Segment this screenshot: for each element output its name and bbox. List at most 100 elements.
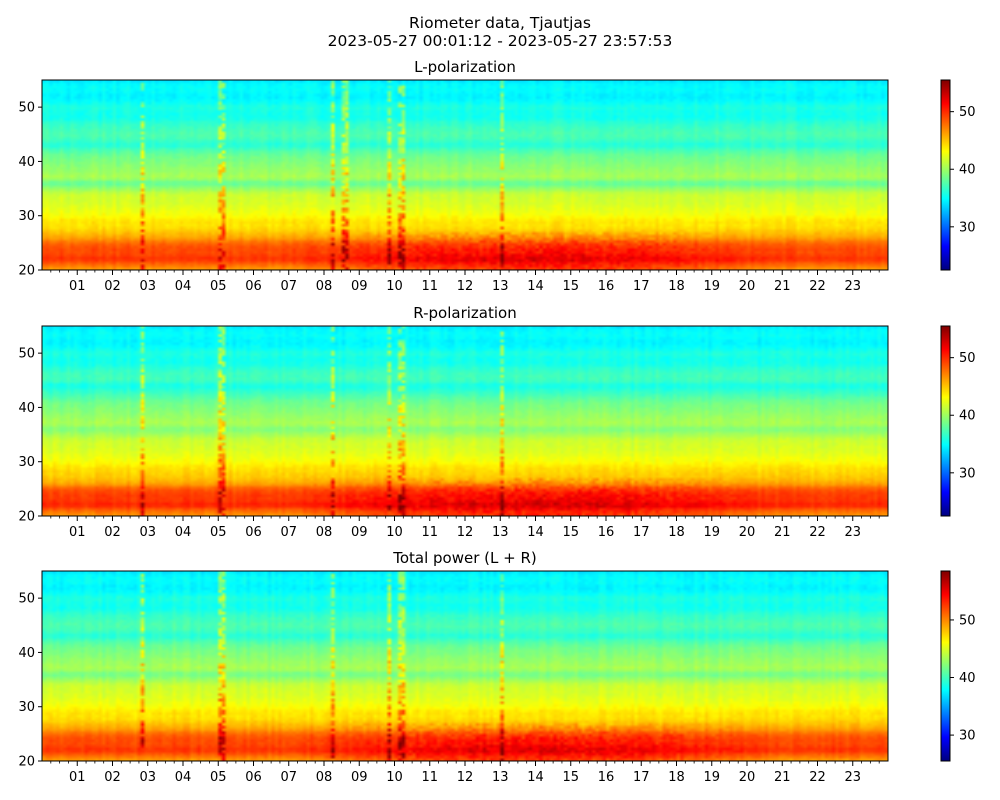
y-tick-label: 50	[18, 592, 35, 607]
colorbar	[940, 79, 951, 271]
heatmap-image	[42, 80, 888, 270]
x-tick-label: 14	[527, 279, 544, 294]
x-tick-label: 15	[562, 525, 579, 540]
y-tick-label: 20	[18, 510, 35, 525]
y-tick-label: 50	[18, 101, 35, 116]
x-tick-label: 01	[69, 279, 86, 294]
x-tick-label: 21	[774, 279, 791, 294]
x-tick-label: 20	[739, 279, 756, 294]
heatmap-image	[42, 326, 888, 516]
x-tick-label: 02	[104, 279, 121, 294]
x-tick-label: 12	[457, 770, 474, 785]
x-tick-label: 08	[316, 770, 333, 785]
x-tick-label: 21	[774, 525, 791, 540]
x-tick-label: 13	[492, 770, 509, 785]
colorbar-tick-label: 30	[959, 220, 976, 235]
colorbar-tick-label: 40	[959, 409, 976, 424]
y-tick-label: 40	[18, 401, 35, 416]
x-tick-label: 22	[809, 279, 826, 294]
x-tick-label: 19	[703, 770, 720, 785]
x-tick-label: 18	[668, 525, 685, 540]
y-tick-label: 30	[18, 455, 35, 470]
x-tick-label: 13	[492, 279, 509, 294]
x-tick-label: 16	[598, 525, 615, 540]
x-tick-label: 09	[351, 279, 368, 294]
x-tick-label: 02	[104, 525, 121, 540]
x-tick-label: 10	[386, 770, 403, 785]
y-tick-label: 30	[18, 700, 35, 715]
colorbar-tick-label: 50	[959, 351, 976, 366]
colorbar-tick-label: 30	[959, 729, 976, 744]
x-tick-label: 09	[351, 525, 368, 540]
colorbar-tick-label: 30	[959, 466, 976, 481]
y-tick-label: 20	[18, 755, 35, 770]
panel-2: R-polarization 01 02 03 04 05 06 07 08 09 10 11 12 13…	[18, 304, 975, 540]
x-tick-label: 01	[69, 525, 86, 540]
colorbar-tick-label: 50	[959, 105, 976, 120]
y-tick-label: 40	[18, 155, 35, 170]
x-tick-label: 06	[245, 525, 262, 540]
x-tick-label: 20	[739, 770, 756, 785]
x-tick-label: 06	[245, 279, 262, 294]
y-tick-label: 50	[18, 347, 35, 362]
x-tick-label: 16	[598, 770, 615, 785]
x-tick-label: 14	[527, 770, 544, 785]
x-tick-label: 04	[175, 279, 192, 294]
x-tick-label: 17	[633, 770, 650, 785]
panel-1: L-polarization 01 02 03 04 05 06 07 08 09 10 11 12 13…	[18, 58, 975, 294]
x-tick-label: 05	[210, 770, 227, 785]
x-tick-label: 11	[421, 770, 438, 785]
x-tick-label: 02	[104, 770, 121, 785]
x-tick-label: 17	[633, 279, 650, 294]
x-tick-label: 07	[280, 770, 297, 785]
colorbar	[940, 325, 951, 517]
x-tick-label: 01	[69, 770, 86, 785]
x-tick-label: 06	[245, 770, 262, 785]
x-tick-label: 19	[703, 279, 720, 294]
x-tick-label: 12	[457, 279, 474, 294]
panel-title: R-polarization	[413, 304, 516, 322]
x-tick-label: 08	[316, 279, 333, 294]
x-tick-label: 14	[527, 525, 544, 540]
x-tick-label: 11	[421, 279, 438, 294]
x-tick-label: 07	[280, 279, 297, 294]
x-tick-label: 11	[421, 525, 438, 540]
x-tick-label: 23	[844, 770, 861, 785]
heatmap-image	[42, 571, 888, 761]
x-tick-label: 08	[316, 525, 333, 540]
x-tick-label: 18	[668, 279, 685, 294]
x-tick-label: 12	[457, 525, 474, 540]
x-tick-label: 03	[139, 279, 156, 294]
colorbar-tick-label: 40	[959, 163, 976, 178]
x-tick-label: 22	[809, 525, 826, 540]
x-tick-label: 10	[386, 279, 403, 294]
y-tick-label: 20	[18, 264, 35, 279]
x-tick-label: 07	[280, 525, 297, 540]
figure-title: Riometer data, Tjautjas	[409, 14, 591, 32]
x-tick-label: 04	[175, 525, 192, 540]
x-tick-label: 10	[386, 525, 403, 540]
x-tick-label: 21	[774, 770, 791, 785]
x-tick-label: 17	[633, 525, 650, 540]
panel-title: L-polarization	[414, 58, 516, 76]
panels-group: L-polarization 01 02 03 04 05 06 07 08 09 10 11 12 13…	[18, 58, 975, 785]
colorbar-tick-label: 40	[959, 671, 976, 686]
x-tick-label: 05	[210, 279, 227, 294]
x-tick-label: 15	[562, 279, 579, 294]
x-tick-label: 09	[351, 770, 368, 785]
colorbar-tick-label: 50	[959, 613, 976, 628]
x-tick-label: 23	[844, 279, 861, 294]
y-tick-label: 40	[18, 646, 35, 661]
x-tick-label: 18	[668, 770, 685, 785]
x-tick-label: 15	[562, 770, 579, 785]
x-tick-label: 03	[139, 525, 156, 540]
colorbar	[940, 570, 951, 762]
x-tick-label: 13	[492, 525, 509, 540]
y-tick-label: 30	[18, 209, 35, 224]
x-tick-label: 04	[175, 770, 192, 785]
x-tick-label: 23	[844, 525, 861, 540]
panel-title: Total power (L + R)	[392, 549, 537, 567]
x-tick-label: 22	[809, 770, 826, 785]
x-tick-label: 19	[703, 525, 720, 540]
